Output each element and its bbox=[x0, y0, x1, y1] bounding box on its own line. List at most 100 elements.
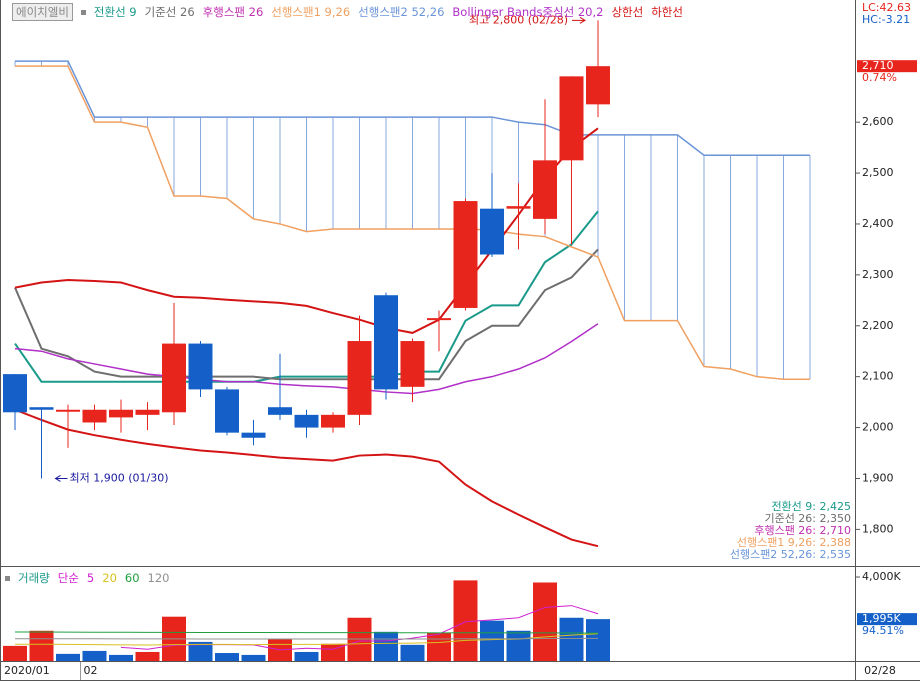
volume-bar bbox=[533, 582, 557, 661]
low-arrow bbox=[54, 475, 68, 482]
candle-body bbox=[506, 206, 531, 209]
y-tick-label: 2,600 bbox=[862, 115, 894, 128]
volume-ma bbox=[15, 637, 599, 640]
candle-body bbox=[135, 409, 160, 415]
date-label: 02/28 bbox=[864, 664, 896, 677]
info-line: 전환선 9: 2,425 bbox=[771, 500, 851, 513]
candle-body bbox=[162, 343, 186, 413]
low-note: 최저 1,900 (01/30) bbox=[70, 471, 169, 484]
legend-item: 기준선 26 bbox=[144, 5, 195, 19]
candle-body bbox=[215, 389, 239, 433]
high-arrow bbox=[572, 16, 586, 24]
candle-body bbox=[453, 201, 478, 308]
last-volume-box bbox=[857, 613, 917, 626]
x-tick-label: 2020/01 bbox=[4, 664, 50, 677]
volume-mode: 단순 bbox=[57, 571, 79, 585]
ratio-label: 94.51% bbox=[862, 624, 904, 637]
last-volume-label: 1,995K bbox=[862, 612, 901, 625]
volume-ma bbox=[15, 633, 599, 646]
y-tick-label: 2,300 bbox=[862, 268, 894, 281]
indicator-line bbox=[15, 65, 810, 380]
legend-item: 선행스팬2 52,26 bbox=[358, 5, 445, 19]
y-tick-label: 2,200 bbox=[862, 319, 894, 332]
volume-bar bbox=[29, 630, 54, 661]
candle-body bbox=[321, 414, 345, 428]
volume-bar bbox=[559, 617, 584, 661]
legend-item: 상한선 bbox=[611, 5, 644, 19]
legend-items: 전환선 9 기준선 26 후행스팬 26 선행스팬1 9,26 선행스팬2 52,26 B… bbox=[80, 4, 683, 20]
candle-body bbox=[82, 409, 107, 423]
candle-body bbox=[586, 66, 610, 105]
indicator-legend: 에이치엘비 전환선 9 기준선 26 후행스팬 26 선행스팬1 9,26 선행스팬2 … bbox=[12, 3, 683, 21]
candle-body bbox=[294, 414, 319, 428]
legend-item: 전환선 9 bbox=[93, 5, 137, 19]
candle-body bbox=[109, 409, 133, 418]
candle-body bbox=[400, 341, 425, 387]
stock-name[interactable]: 에이치엘비 bbox=[12, 3, 73, 21]
candle-body bbox=[241, 432, 266, 438]
volume-bar bbox=[321, 643, 345, 661]
candle-body bbox=[29, 407, 54, 410]
change-label: 0.74% bbox=[862, 71, 897, 84]
y-tick-label: 2,000 bbox=[862, 421, 894, 434]
y-tick-label: 4,000K bbox=[862, 570, 901, 583]
y-tick-label: 2,100 bbox=[862, 370, 894, 383]
high-note: 최고 2,800 (02/28) bbox=[469, 13, 568, 26]
candle-body bbox=[559, 76, 584, 161]
candle-body bbox=[188, 343, 213, 390]
lc-label: LC:42.63 bbox=[862, 1, 911, 14]
hc-label: HC:-3.21 bbox=[862, 13, 910, 26]
legend-item: 후행스팬 26 bbox=[202, 5, 264, 19]
volume-bar bbox=[241, 654, 266, 661]
legend-item: Bollinger Bands중심선 20,2 bbox=[452, 5, 604, 19]
y-tick-label: 1,900 bbox=[862, 471, 894, 484]
indicator-line bbox=[15, 60, 810, 156]
candle-body bbox=[56, 409, 80, 412]
candle-body bbox=[3, 374, 27, 413]
volume-bar bbox=[215, 653, 239, 661]
volume-bar bbox=[294, 651, 319, 661]
legend-marker bbox=[80, 9, 86, 15]
volume-bar bbox=[480, 620, 504, 661]
volume-bar bbox=[400, 644, 425, 661]
volume-bar bbox=[3, 645, 27, 661]
legend-item: 하한선 bbox=[651, 5, 683, 19]
volume-ma bbox=[15, 631, 599, 634]
info-line: 선행스팬2 52,26: 2,535 bbox=[730, 548, 851, 561]
volume-bar bbox=[109, 654, 133, 661]
indicator-line bbox=[14, 408, 599, 548]
candle-body bbox=[480, 208, 504, 255]
volume-title: 거래량 bbox=[18, 571, 50, 585]
legend-marker bbox=[5, 575, 10, 581]
volume-bar bbox=[374, 631, 398, 661]
volume-bar bbox=[56, 653, 80, 661]
legend-item: 60 bbox=[124, 571, 140, 585]
y-tick-label: 1,800 bbox=[862, 522, 894, 535]
volume-bar bbox=[188, 641, 213, 661]
last-price-box bbox=[857, 60, 917, 73]
candle-body bbox=[268, 407, 292, 415]
y-tick-label: 2,400 bbox=[862, 217, 894, 230]
x-tick-label: 02 bbox=[84, 664, 98, 677]
volume-bar bbox=[586, 619, 610, 661]
volume-bar bbox=[82, 650, 107, 661]
legend-item: 120 bbox=[147, 571, 170, 585]
volume-bar bbox=[427, 632, 451, 661]
info-line: 후행스팬 26: 2,710 bbox=[754, 524, 851, 537]
volume-bar bbox=[135, 651, 160, 661]
legend-item: 선행스팬1 9,26 bbox=[271, 5, 351, 19]
legend-item: 20 bbox=[102, 571, 117, 585]
candle-body bbox=[374, 295, 398, 390]
candle-body bbox=[533, 160, 557, 219]
volume-legend: 거래량 단순 5 20 60 120 bbox=[5, 570, 169, 586]
volume-bar bbox=[506, 630, 531, 661]
info-line: 기준선 26: 2,350 bbox=[764, 512, 851, 525]
last-price-label: 2,710 bbox=[862, 59, 894, 72]
indicator-line bbox=[14, 248, 599, 381]
candle-body bbox=[427, 318, 451, 321]
y-tick-label: 2,500 bbox=[862, 166, 894, 179]
indicator-line bbox=[14, 323, 599, 395]
